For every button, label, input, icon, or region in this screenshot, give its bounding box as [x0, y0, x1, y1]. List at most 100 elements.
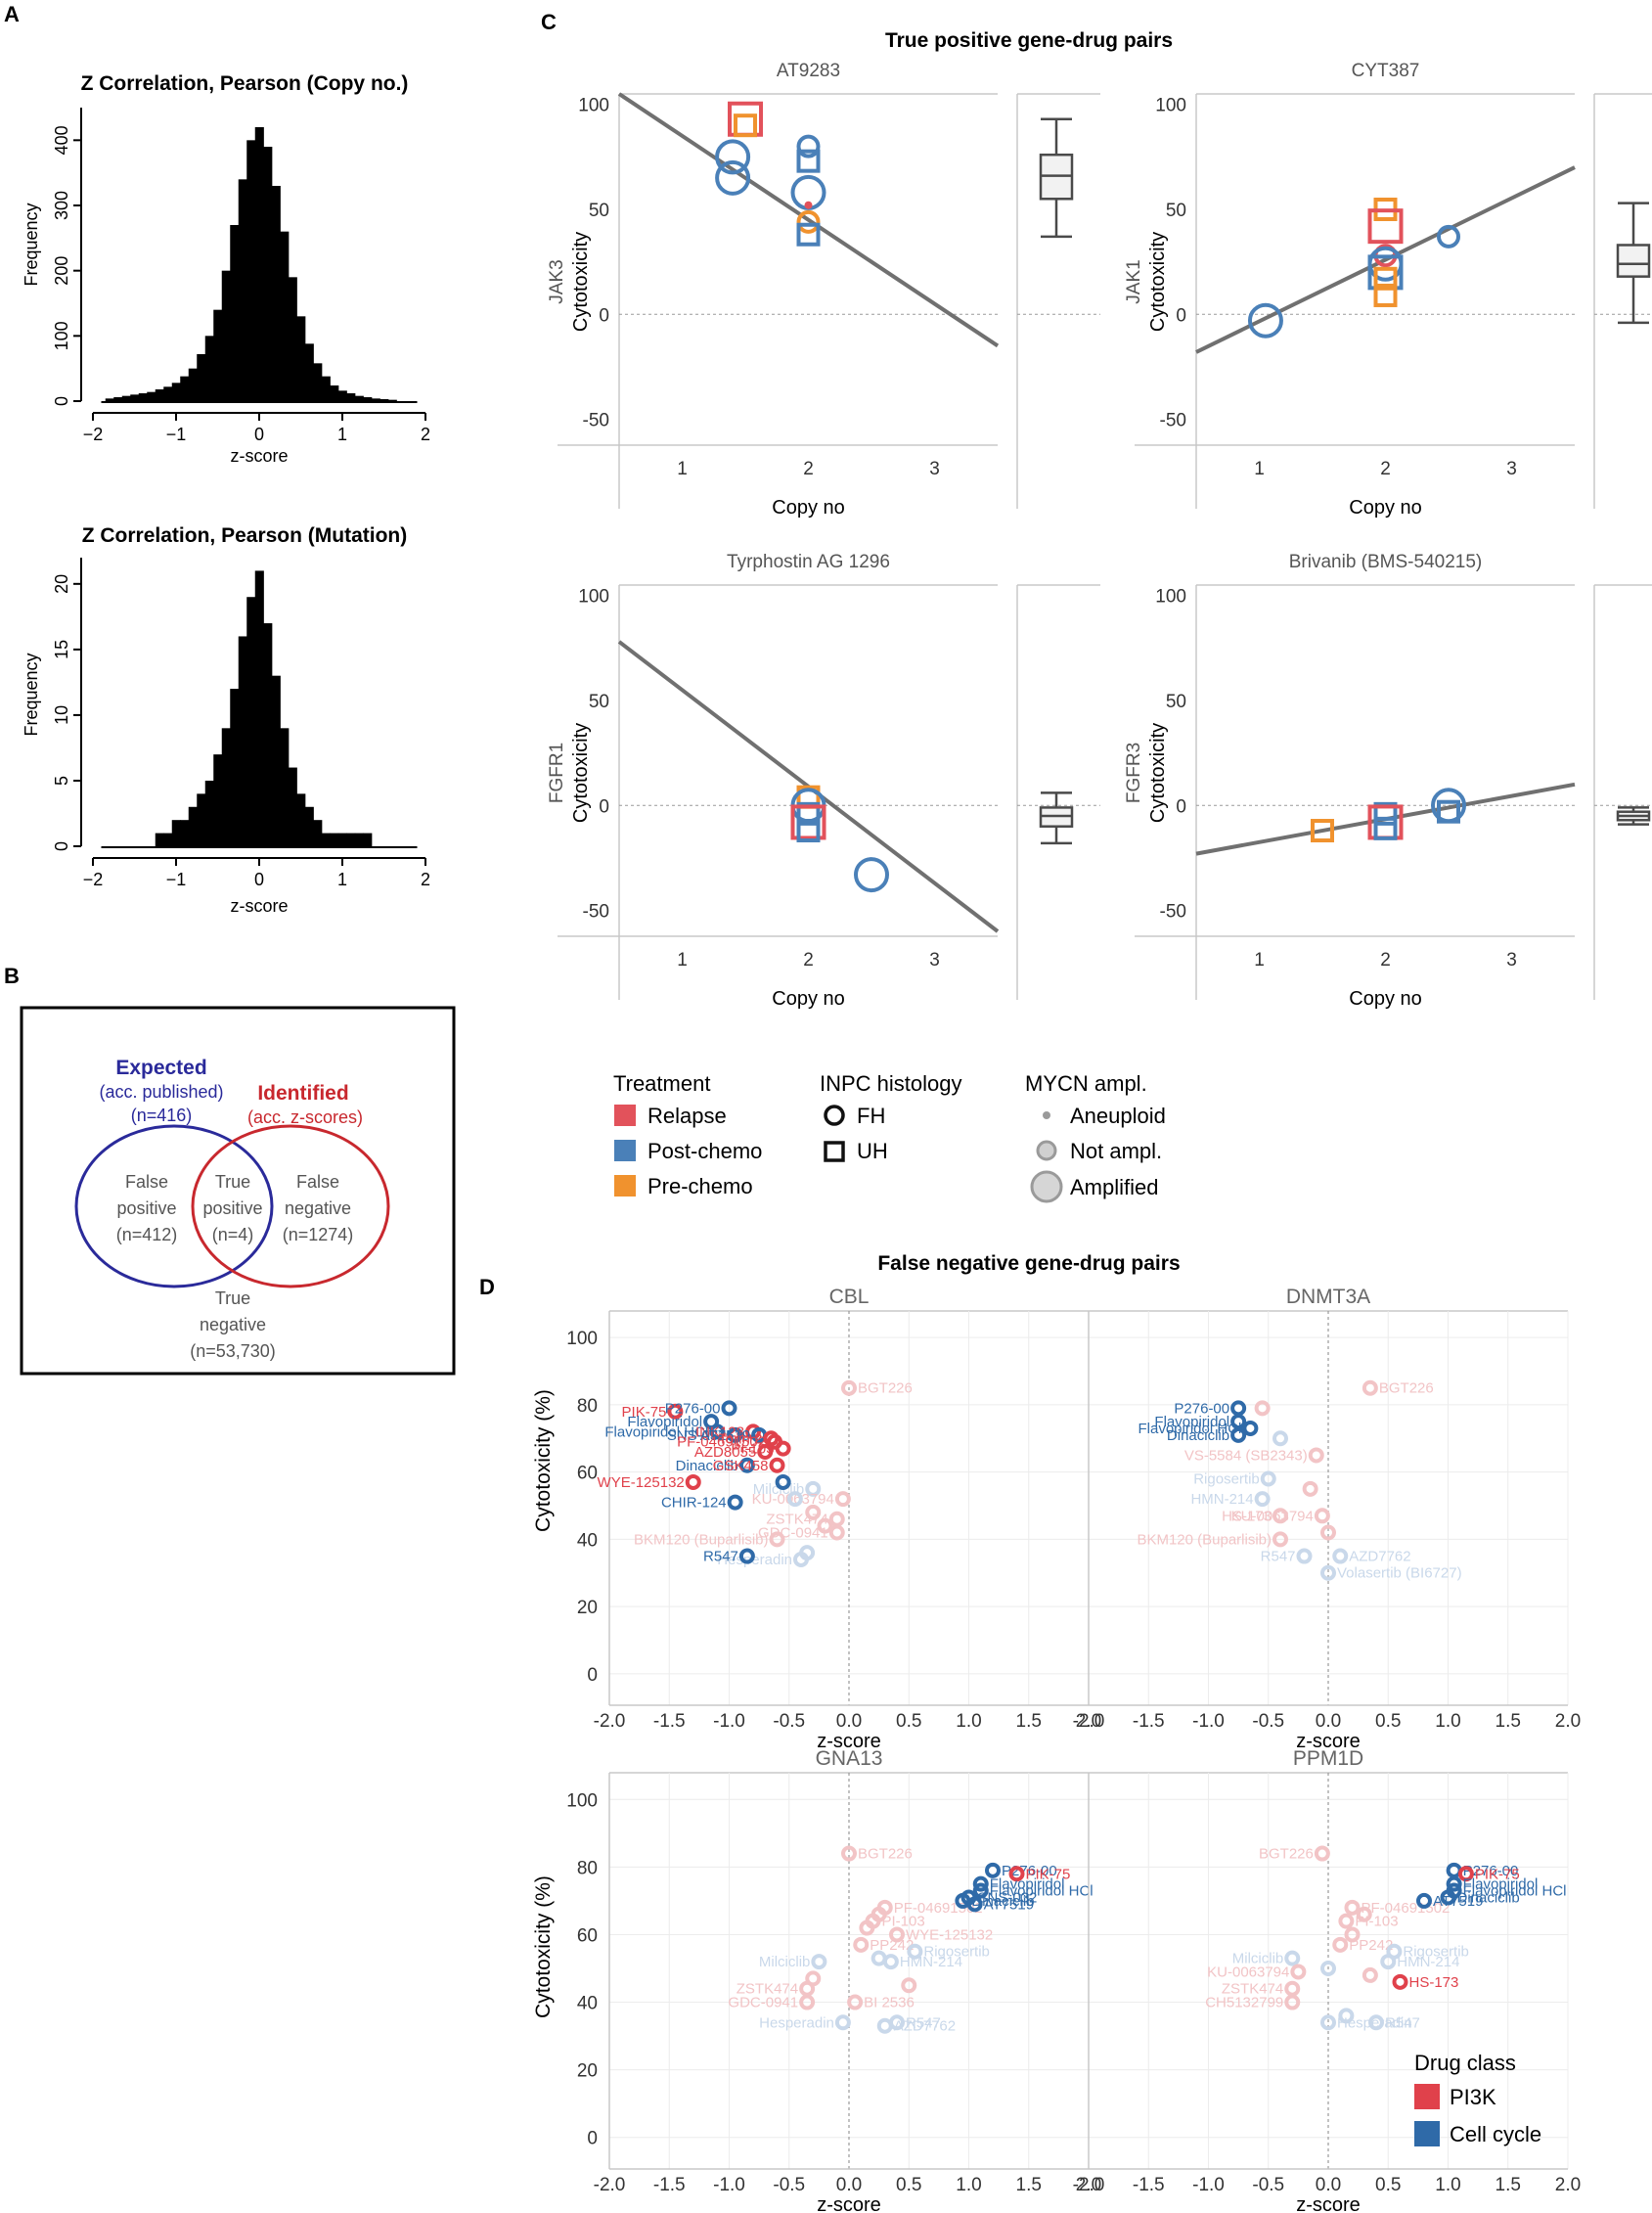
fn-x-tick-label: -0.5	[1252, 1711, 1284, 1732]
legend-post-swatch	[614, 1140, 636, 1161]
tp-drug-name: Tyrphostin AG 1296	[727, 552, 890, 572]
histogram-x-tick-label: 0	[254, 425, 264, 444]
tp-gene-label: JAK3	[547, 259, 567, 303]
fn-cbl-xlabel: z-score	[817, 1731, 881, 1752]
fn-data-point	[847, 1994, 864, 2010]
tp-data-point	[1373, 283, 1398, 307]
fn-data-point	[1392, 1973, 1408, 1990]
fn-data-point	[1272, 1508, 1288, 1524]
tp-x-tick-label: 1	[677, 459, 688, 479]
fn-point-label: GDC-0941	[758, 1524, 828, 1541]
fn-facet-title: PPM1D	[1293, 1747, 1363, 1770]
tp-y-tick-label: -50	[583, 902, 609, 923]
fn-x-tick-label: 0.5	[896, 1711, 921, 1732]
fn-y-tick-label: 40	[577, 1994, 598, 2014]
fn-data-point	[853, 1936, 870, 1953]
fn-x-tick-label: 1.0	[956, 1711, 981, 1732]
fn-point-label: Flavopiridol HCl	[1139, 1421, 1242, 1437]
fn-data-point	[1416, 1892, 1432, 1909]
tp-fit-line	[1195, 165, 1576, 354]
fn-data-point	[817, 1517, 833, 1534]
tp-gene-label: JAK1	[1124, 259, 1144, 303]
fn-point-label: P276-00	[1174, 1400, 1229, 1417]
tp-y-tick-label: -50	[1160, 411, 1186, 431]
fn-point-label: BGT226	[1379, 1380, 1434, 1397]
fn-point-label: Flavopiridol	[990, 1876, 1065, 1893]
fn-x-tick-label: 0.5	[1375, 1711, 1401, 1732]
legend-relapse-label: Relapse	[647, 1104, 727, 1128]
tp-y-tick-label: -50	[583, 411, 609, 431]
expected-sub: (acc. published)	[99, 1082, 223, 1102]
fn-point-label: Flavopiridol	[1463, 1876, 1539, 1893]
tp-line1: True	[215, 1172, 250, 1192]
fn-point-label: Dinaciclib	[676, 1458, 738, 1474]
tp-data-point	[790, 804, 826, 840]
fn-ppm1d-xlabel: z-score	[1296, 2194, 1361, 2213]
fn-point-label: R547	[906, 2014, 941, 2031]
fn-x-tick-label: 2.0	[1076, 1711, 1101, 1732]
fn-x-tick-label: 1.5	[1016, 1711, 1042, 1732]
histogram-bar	[213, 309, 223, 401]
fn-data-point	[727, 1494, 743, 1511]
fn-data-point	[1254, 1491, 1271, 1508]
fn-point-label: ZSTK474	[766, 1512, 827, 1528]
fn-point-label: Rigosertib	[1403, 1944, 1469, 1961]
fn-x-tick-label: 0.0	[836, 1711, 862, 1732]
fn-point-label: R547	[1385, 2014, 1420, 2031]
hist1-xlabel: z-score	[230, 446, 288, 466]
histogram-copy-number: Z Correlation, Pearson (Copy no.) z-scor…	[22, 72, 430, 466]
fn-line1: False	[296, 1172, 339, 1192]
fn-point-label: GDC-0941	[728, 1995, 798, 2011]
fn-point-label: P276-00	[665, 1400, 721, 1417]
fn-x-tick-label: 2.0	[1555, 1711, 1581, 1732]
histogram-bar	[246, 597, 256, 846]
fn-point-label: HMN-214	[1190, 1491, 1253, 1508]
legend-notampl-symbol	[1036, 1140, 1057, 1161]
fn-data-point	[1320, 2014, 1336, 2031]
histogram-bar	[263, 623, 273, 846]
tp-data-point	[796, 801, 821, 826]
histogram-bar	[197, 793, 206, 846]
tp-x-tick-label: 3	[1506, 459, 1517, 479]
histogram-bar	[238, 636, 247, 846]
legend-amplified-symbol	[1030, 1170, 1063, 1203]
fn-data-point	[828, 1511, 845, 1527]
tp-x-axis-label: Copy no	[772, 497, 845, 519]
fn-x-tick-label: 0.0	[1316, 1711, 1341, 1732]
histogram-bar	[337, 833, 347, 846]
histogram-bar	[121, 395, 131, 401]
fn-point-label: AT7519	[1433, 1893, 1483, 1910]
fn-data-point	[1254, 1400, 1271, 1417]
fn-x-tick-label: -1.0	[1192, 1711, 1225, 1732]
legend-fh-label: FH	[857, 1104, 885, 1128]
fn-point-label: Flavopiridol HCl	[604, 1423, 708, 1440]
fn-data-point	[805, 1504, 822, 1520]
fn-data-point	[1320, 1564, 1336, 1581]
fn-point-label: ZSTK474	[737, 1981, 798, 1998]
tp-box-body	[1616, 244, 1651, 278]
fn-point-label: CHIR-124	[661, 1495, 727, 1512]
tp-y-tick-label: 0	[599, 796, 609, 817]
fn-data-point	[1446, 1862, 1462, 1878]
tp-x-axis-label: Copy no	[1349, 988, 1422, 1010]
fn-data-point	[901, 1977, 917, 1994]
histogram-bar	[354, 395, 364, 401]
fn-x-tick-label: 2.0	[1076, 2175, 1101, 2195]
histogram-bar	[230, 225, 240, 401]
histogram-x-tick-label: 1	[337, 870, 347, 889]
fn-data-point	[738, 1548, 755, 1564]
legend-amplified-label: Amplified	[1070, 1175, 1158, 1199]
fn-point-label: AT7519	[984, 1896, 1034, 1913]
tp-y-axis-label: Cytotoxicity	[1147, 232, 1169, 332]
panel-d-legend: Drug class PI3K Cell cycle	[1414, 2051, 1541, 2146]
expected-circle	[74, 1124, 274, 1288]
tp-data-point	[796, 819, 821, 843]
histogram-y-tick-label: 10	[52, 705, 71, 725]
histogram-bar	[313, 820, 323, 846]
fn-data-point	[1362, 1379, 1378, 1396]
fn-point-label: Torin 2	[718, 1430, 762, 1447]
tp-y-tick-label: 100	[1155, 96, 1186, 116]
fn-point-label: WYE-125132	[906, 1926, 993, 1943]
histogram-bar	[230, 689, 240, 846]
histogram-bar	[346, 393, 356, 401]
